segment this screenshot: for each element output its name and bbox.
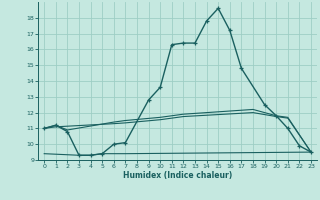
X-axis label: Humidex (Indice chaleur): Humidex (Indice chaleur): [123, 171, 232, 180]
